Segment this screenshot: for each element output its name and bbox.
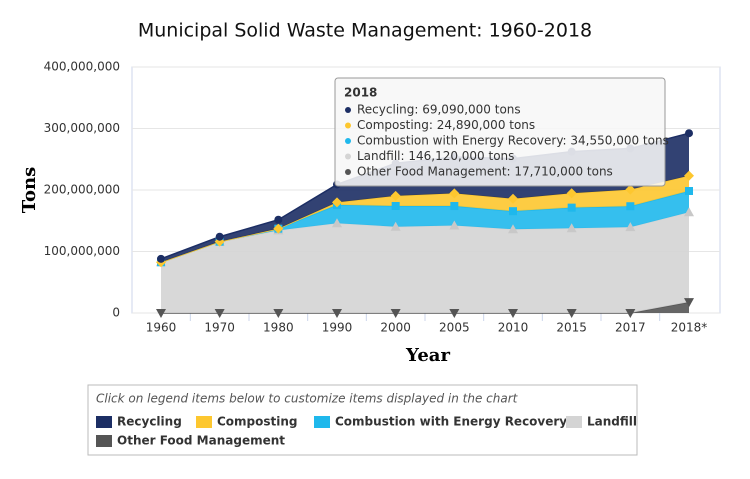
x-tick-label: 2017 (615, 321, 646, 335)
marker (685, 129, 693, 138)
tooltip-item: Combustion with Energy Recovery: 34,550,… (357, 134, 669, 148)
x-tick-label: 2018* (671, 321, 708, 335)
tooltip-dot (345, 107, 351, 113)
marker (273, 223, 284, 234)
y-axis-label: Tons (19, 167, 40, 214)
y-tick-label: 400,000,000 (44, 60, 120, 74)
marker (332, 309, 342, 318)
x-tick-label: 2005 (439, 321, 470, 335)
tooltip-dot (345, 122, 351, 129)
marker (509, 207, 517, 216)
marker (566, 309, 577, 318)
tooltip-item: Recycling: 69,090,000 tons (357, 103, 521, 117)
x-tick-label: 1980 (263, 321, 294, 335)
marker (449, 309, 460, 318)
marker (625, 309, 636, 318)
y-tick-label: 0 (112, 306, 120, 320)
area (161, 175, 689, 263)
y-tick-label: 100,000,000 (44, 244, 120, 258)
legend-swatch (314, 416, 330, 428)
tooltip-box (334, 77, 666, 187)
marker (685, 186, 693, 195)
marker (214, 309, 225, 318)
marker (157, 254, 165, 263)
x-tick-label: 1990 (322, 321, 353, 335)
tooltip-item: Landfill: 146,120,000 tons (357, 149, 514, 163)
tooltip-title: 2018 (344, 86, 377, 100)
tooltip-dot (345, 169, 351, 175)
x-tick-label: 2010 (498, 321, 529, 335)
area (161, 212, 689, 313)
legend-label: Landfill (587, 415, 637, 429)
legend-label: Combustion with Energy Recovery (335, 415, 567, 429)
tooltip-dot (345, 153, 351, 160)
legend-label: Recycling (117, 415, 182, 429)
legend-swatch (96, 416, 112, 428)
y-tick-label: 200,000,000 (44, 183, 120, 197)
x-axis-label: Year (405, 345, 450, 366)
marker (390, 309, 401, 318)
marker (625, 184, 636, 195)
marker (626, 202, 635, 211)
legend-item[interactable]: Composting (196, 415, 298, 429)
marker (332, 197, 342, 208)
x-tick-label: 1960 (146, 321, 177, 335)
marker (332, 218, 342, 228)
legend-item[interactable]: Recycling (96, 415, 182, 429)
marker (449, 188, 460, 199)
marker (508, 193, 518, 204)
legend-swatch (566, 416, 582, 428)
y-tick-label: 300,000,000 (44, 121, 120, 135)
marker (567, 203, 576, 212)
legend-item[interactable]: Other Food Management (96, 434, 285, 448)
marker (508, 224, 518, 234)
chart-title: Municipal Solid Waste Management: 1960-2… (138, 20, 592, 42)
x-tick-label: 2000 (380, 321, 411, 335)
marker (684, 207, 694, 217)
marker (391, 201, 400, 210)
marker (684, 298, 694, 308)
legend-box (87, 384, 638, 456)
x-tick-label: 2015 (556, 321, 587, 335)
legend-label: Composting (217, 415, 298, 429)
marker (215, 232, 224, 241)
legend-swatch (196, 416, 212, 428)
marker (566, 188, 577, 199)
legend-note: Click on legend items below to customize… (96, 392, 519, 406)
marker (508, 309, 518, 318)
marker (390, 221, 401, 231)
marker (566, 223, 577, 233)
marker (684, 170, 694, 181)
legend-swatch (96, 435, 112, 447)
marker (156, 309, 166, 318)
marker (273, 309, 284, 318)
legend-item[interactable]: Combustion with Energy Recovery (314, 415, 567, 429)
legend-item[interactable]: Landfill (566, 415, 637, 429)
tooltip-item: Other Food Management: 17,710,000 tons (357, 165, 613, 179)
legend-label: Other Food Management (117, 434, 285, 448)
tooltip-dot (345, 138, 351, 144)
tooltip-item: Composting: 24,890,000 tons (357, 118, 535, 132)
marker (274, 215, 283, 224)
marker (390, 190, 401, 201)
marker (625, 222, 636, 232)
x-tick-label: 1970 (204, 321, 235, 335)
marker (450, 202, 459, 211)
marker (449, 220, 460, 230)
